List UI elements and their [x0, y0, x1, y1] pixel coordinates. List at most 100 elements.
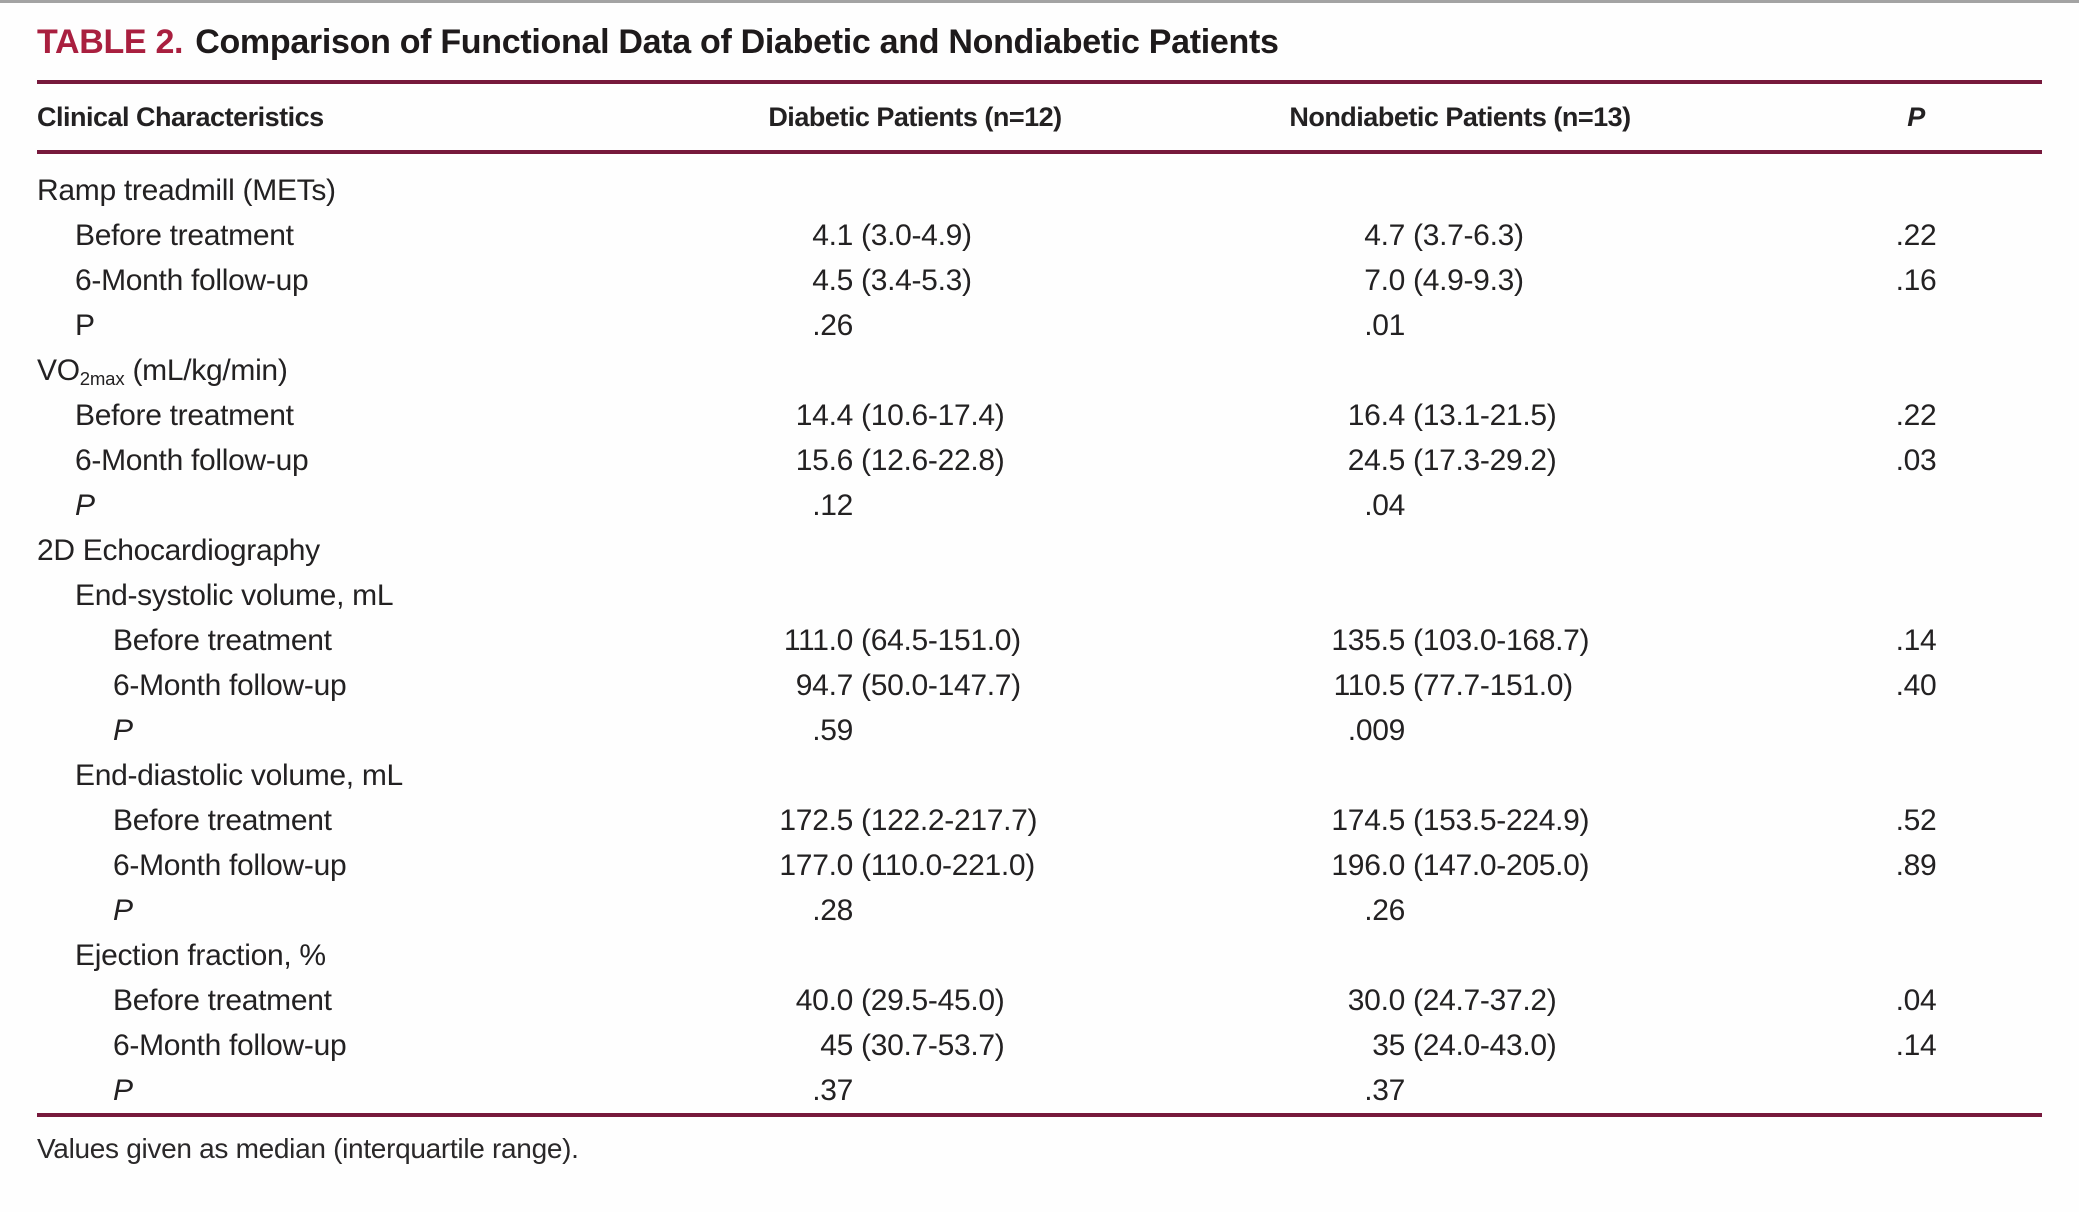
nondiabetic-value-cell: .26: [1130, 888, 1790, 933]
row-label-part: 2max: [79, 368, 125, 390]
row-label: Before treatment: [113, 804, 332, 837]
row-label: Ejection fraction, %: [75, 939, 326, 972]
table-row: P .37 .37: [37, 1068, 2042, 1113]
table-row: 6-Month follow-up 15.6 (12.6-22.8) 24.5 …: [37, 438, 2042, 483]
table-row: 6-Month follow-up 4.5 (3.4-5.3) 7.0 (4.9…: [37, 258, 2042, 303]
column-header-diabetic-patients: Diabetic Patients (n=12): [768, 102, 1062, 132]
diabetic-value-cell: 172.5 (122.2-217.7): [700, 798, 1130, 843]
nondiabetic-median: 35: [1372, 1029, 1405, 1062]
diabetic-value-cell: .37: [700, 1068, 1130, 1113]
diabetic-range: (30.7-53.7): [861, 1029, 1005, 1062]
column-header-nondiabetic-patients: Nondiabetic Patients (n=13): [1289, 102, 1631, 132]
nondiabetic-range: (17.3-29.2): [1413, 444, 1557, 477]
row-label-part: VO: [37, 354, 80, 387]
diabetic-range: (64.5-151.0): [861, 624, 1021, 657]
diabetic-range: (50.0-147.7): [861, 669, 1021, 702]
table-caption: TABLE 2. Comparison of Functional Data o…: [37, 0, 2042, 68]
nondiabetic-range: (103.0-168.7): [1413, 624, 1590, 657]
nondiabetic-median: 30.0: [1347, 984, 1406, 1017]
diabetic-range: (12.6-22.8): [861, 444, 1005, 477]
nondiabetic-range: (77.7-151.0): [1413, 669, 1573, 702]
row-label: End-diastolic volume, mL: [75, 759, 403, 792]
row-label: Ramp treadmill (METs): [37, 174, 336, 207]
diabetic-median: 40.0: [795, 984, 854, 1017]
diabetic-range: [853, 1068, 861, 1113]
diabetic-median: 94.7: [795, 669, 854, 702]
rule-bottom: [37, 1113, 2042, 1117]
diabetic-range: [853, 888, 861, 933]
nondiabetic-value-cell: .04: [1130, 483, 1790, 528]
row-label: 6-Month follow-up: [113, 1029, 347, 1062]
p-value: .14: [1895, 1029, 1937, 1062]
row-label: P: [75, 489, 95, 522]
diabetic-median: 14.4: [795, 399, 854, 432]
table-row: End-diastolic volume, mL: [37, 753, 2042, 798]
p-value: .89: [1895, 849, 1937, 882]
row-label: Before treatment: [75, 399, 294, 432]
nondiabetic-median: .009: [1347, 714, 1406, 747]
row-label: 6-Month follow-up: [75, 444, 309, 477]
diabetic-median: 111.0: [783, 624, 853, 657]
diabetic-median: 45: [820, 1029, 853, 1062]
row-label: VO2max (mL/kg/min): [37, 348, 700, 401]
p-value: .22: [1895, 219, 1937, 252]
diabetic-value-cell: 14.4 (10.6-17.4): [700, 393, 1130, 438]
diabetic-value-cell: .26: [700, 303, 1130, 348]
nondiabetic-value-cell: .37: [1130, 1068, 1790, 1113]
diabetic-median: 4.1: [812, 219, 853, 252]
nondiabetic-median: 16.4: [1347, 399, 1406, 432]
table-title: Comparison of Functional Data of Diabeti…: [195, 23, 1279, 61]
diabetic-value-cell: 177.0 (110.0-221.0): [700, 843, 1130, 888]
page-edge-line: [0, 0, 2079, 3]
table-row: 6-Month follow-up 177.0 (110.0-221.0) 19…: [37, 843, 2042, 888]
nondiabetic-value-cell: 7.0 (4.9-9.3): [1130, 258, 1790, 303]
diabetic-range: (3.4-5.3): [861, 264, 972, 297]
p-value: .16: [1895, 264, 1937, 297]
table-row: Ramp treadmill (METs): [37, 168, 2042, 213]
row-label: 6-Month follow-up: [75, 264, 309, 297]
diabetic-range: (110.0-221.0): [861, 849, 1035, 882]
diabetic-range: [853, 708, 861, 753]
nondiabetic-median: 4.7: [1364, 219, 1405, 252]
nondiabetic-value-cell: 16.4 (13.1-21.5): [1130, 393, 1790, 438]
diabetic-median: .59: [812, 714, 853, 747]
nondiabetic-range: (13.1-21.5): [1413, 399, 1557, 432]
nondiabetic-median: 7.0: [1364, 264, 1405, 297]
diabetic-range: (122.2-217.7): [861, 804, 1038, 837]
row-label: Before treatment: [75, 219, 294, 252]
table-row: 6-Month follow-up 45 (30.7-53.7) 35 (24.…: [37, 1023, 2042, 1068]
p-value: .14: [1895, 624, 1937, 657]
table-row: VO2max (mL/kg/min): [37, 348, 2042, 393]
nondiabetic-range: (24.7-37.2): [1413, 984, 1557, 1017]
diabetic-median: 15.6: [795, 444, 854, 477]
nondiabetic-range: (24.0-43.0): [1413, 1029, 1557, 1062]
nondiabetic-median: .26: [1364, 894, 1405, 927]
row-label: P: [113, 714, 133, 747]
row-label: 6-Month follow-up: [113, 849, 347, 882]
diabetic-range: (29.5-45.0): [861, 984, 1005, 1017]
nondiabetic-range: [1405, 303, 1413, 348]
nondiabetic-range: (3.7-6.3): [1413, 219, 1524, 252]
table-footnote: Values given as median (interquartile ra…: [37, 1133, 579, 1164]
table-row: 2D Echocardiography: [37, 528, 2042, 573]
table-number: TABLE 2.: [37, 23, 184, 61]
nondiabetic-median: 174.5: [1331, 804, 1405, 837]
nondiabetic-value-cell: 174.5 (153.5-224.9): [1130, 798, 1790, 843]
nondiabetic-median: .01: [1364, 309, 1405, 342]
nondiabetic-value-cell: 135.5 (103.0-168.7): [1130, 618, 1790, 663]
nondiabetic-value-cell: .01: [1130, 303, 1790, 348]
nondiabetic-range: [1405, 1068, 1413, 1113]
nondiabetic-value-cell: 196.0 (147.0-205.0): [1130, 843, 1790, 888]
p-value: .40: [1895, 669, 1937, 702]
nondiabetic-median: .04: [1364, 489, 1405, 522]
diabetic-value-cell: 4.1 (3.0-4.9): [700, 213, 1130, 258]
column-header-clinical-characteristics: Clinical Characteristics: [37, 102, 324, 132]
diabetic-median: 172.5: [779, 804, 853, 837]
table-container: TABLE 2. Comparison of Functional Data o…: [37, 0, 2042, 1167]
diabetic-value-cell: .59: [700, 708, 1130, 753]
row-label: End-systolic volume, mL: [75, 579, 394, 612]
table-header-row: Clinical Characteristics Diabetic Patien…: [37, 84, 2042, 150]
row-label: Before treatment: [113, 624, 332, 657]
diabetic-median: .26: [812, 309, 853, 342]
diabetic-value-cell: .28: [700, 888, 1130, 933]
